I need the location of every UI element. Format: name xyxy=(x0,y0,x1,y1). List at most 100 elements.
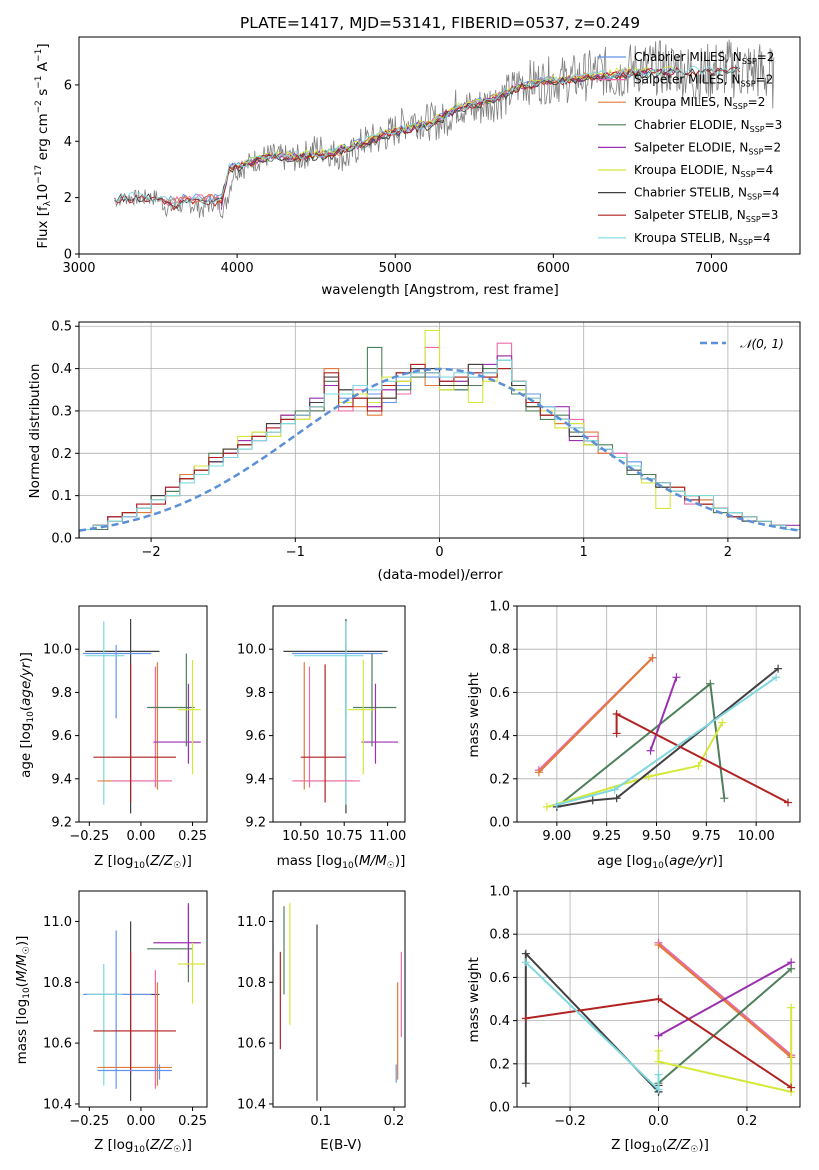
xtick-label: 10.00 xyxy=(738,829,775,844)
massweight-marker xyxy=(646,746,655,755)
z-mass-xlabel: Z [log10(Z/Z☉)] xyxy=(94,1137,192,1155)
xtick-label: 9.25 xyxy=(592,829,621,844)
xtick-label: 9.50 xyxy=(642,829,671,844)
ytick-label: 10.6 xyxy=(237,1037,266,1052)
age-massweight-panel: 9.00 9.25 9.50 9.75 10.00 0.0 0.2 0.4 0.6 0.8 1.0 xyxy=(489,600,801,844)
histogram-legend: 𝒩(0, 1) xyxy=(700,337,784,351)
legend-label: Chabrier MILES, NSSP=2 xyxy=(634,50,774,66)
legend-label: Kroupa STELIB, NSSP=4 xyxy=(634,231,771,247)
ytick-label: 0.6 xyxy=(489,686,510,701)
xtick-label: 0.00 xyxy=(126,1114,155,1129)
massweight-marker xyxy=(521,1014,530,1023)
xtick-label: 0.2 xyxy=(384,1114,405,1129)
ytick-label: 1.0 xyxy=(489,600,510,615)
massweight-line xyxy=(556,667,779,808)
ebv-mass-xlabel: E(B-V) xyxy=(320,1137,362,1153)
spectrum-legend: Chabrier MILES, NSSP=2 Salpeter MILES, NS… xyxy=(598,50,782,247)
ytick-label: 0.0 xyxy=(51,532,72,547)
massweight-marker xyxy=(772,673,781,682)
massweight-marker xyxy=(521,949,530,958)
xtick-label: 10.50 xyxy=(282,829,319,844)
massweight-marker xyxy=(521,958,530,967)
ytick-label: 9.6 xyxy=(51,729,72,744)
ytick-label: 10.0 xyxy=(237,643,266,658)
ytick-label: 10.4 xyxy=(43,1097,72,1112)
ytick-label: 1.0 xyxy=(489,885,510,900)
errorbar-point xyxy=(93,664,177,803)
massweight-marker xyxy=(588,796,597,805)
errorbar-plot-area xyxy=(283,618,399,814)
z-massweight-ylabel: mass weight xyxy=(466,957,482,1042)
histogram-ylabel: Normed distribution xyxy=(27,364,43,499)
massweight-marker xyxy=(521,1079,530,1088)
ytick-label: 0.2 xyxy=(489,772,510,787)
errorbar-point xyxy=(300,664,346,803)
massweight-plot-area xyxy=(534,653,793,811)
ytick-label: 2 xyxy=(64,191,72,206)
massweight-line xyxy=(538,657,654,774)
legend-label: Salpeter STELIB, NSSP=3 xyxy=(634,208,778,224)
histogram-plot-area xyxy=(79,329,800,538)
massweight-marker xyxy=(542,802,551,811)
spectrum-ylabel: Flux [fλ10−17 erg cm−2 s−1 A−1] xyxy=(34,43,53,248)
histogram-xlabel: (data-model)/error xyxy=(377,567,503,583)
massweight-marker xyxy=(654,1046,663,1055)
z-age-panel: −0.25 0.00 0.25 9.2 9.4 9.6 9.8 10.0 xyxy=(43,605,208,844)
ytick-label: 0.2 xyxy=(51,447,72,462)
xtick-label: −1 xyxy=(286,545,305,560)
xtick-label: 3000 xyxy=(62,261,95,276)
massweight-marker xyxy=(787,1003,796,1012)
xtick-label: 11.00 xyxy=(369,829,406,844)
massweight-marker xyxy=(644,772,653,781)
massweight-marker xyxy=(787,1083,796,1092)
xtick-label: 9.00 xyxy=(542,829,571,844)
massweight-marker xyxy=(612,729,621,738)
massweight-marker xyxy=(654,1085,663,1094)
massweight-marker xyxy=(534,768,543,777)
errorbar-point xyxy=(178,942,205,1004)
ytick-label: 6 xyxy=(64,78,72,93)
errorbar-plot-area xyxy=(83,903,205,1101)
errorbar-point xyxy=(112,666,172,788)
ytick-label: 0.2 xyxy=(489,1057,510,1072)
ytick-label: 11.0 xyxy=(43,915,72,930)
ytick-label: 10.0 xyxy=(43,643,72,658)
xtick-label: 0.0 xyxy=(648,1114,669,1129)
xtick-label: 0 xyxy=(435,545,443,560)
residual-histogram-panel: −2 −1 0 1 2 0.0 0.1 0.2 0.3 0.4 0.5 xyxy=(51,320,801,560)
massweight-marker xyxy=(610,785,619,794)
errorbar-point xyxy=(93,951,177,1074)
massweight-marker xyxy=(774,664,783,673)
ytick-label: 9.8 xyxy=(245,686,266,701)
age-massweight-xlabel: age [log10(age/yr)] xyxy=(597,853,723,871)
legend-label: Chabrier STELIB, NSSP=4 xyxy=(634,186,780,202)
xtick-label: 2 xyxy=(724,545,732,560)
spectrum-title: PLATE=1417, MJD=53141, FIBERID=0537, z=0… xyxy=(240,14,640,32)
xtick-label: −0.2 xyxy=(554,1114,586,1129)
ytick-label: 0.6 xyxy=(489,971,510,986)
ytick-label: 0 xyxy=(64,248,72,263)
massweight-line xyxy=(649,676,678,752)
ytick-label: 9.2 xyxy=(245,816,266,831)
errorbar-point xyxy=(347,660,376,775)
errorbar-point xyxy=(97,1064,172,1080)
errorbar-point xyxy=(87,964,123,1086)
legend-label: Chabrier ELODIE, NSSP=3 xyxy=(634,118,782,134)
z-massweight-xlabel: Z [log10(Z/Z☉)] xyxy=(611,1137,709,1155)
errorbar-point xyxy=(361,683,399,764)
z-age-ylabel: age [log10(age/yr)] xyxy=(18,652,36,778)
massweight-marker xyxy=(612,794,621,803)
massweight-marker xyxy=(720,794,729,803)
ytick-label: 0.3 xyxy=(51,404,72,419)
age-massweight-ylabel: mass weight xyxy=(466,672,482,757)
xtick-label: 0.2 xyxy=(737,1114,758,1129)
massweight-marker xyxy=(654,995,663,1003)
massweight-marker xyxy=(654,1070,663,1079)
errorbar-plot-area xyxy=(83,618,201,814)
xtick-label: 9.75 xyxy=(692,829,721,844)
xtick-label: 4000 xyxy=(221,261,254,276)
massweight-marker xyxy=(654,1031,663,1040)
xtick-label: −0.25 xyxy=(69,1114,109,1129)
ytick-label: 0.8 xyxy=(489,643,510,658)
xtick-label: 10.75 xyxy=(326,829,363,844)
